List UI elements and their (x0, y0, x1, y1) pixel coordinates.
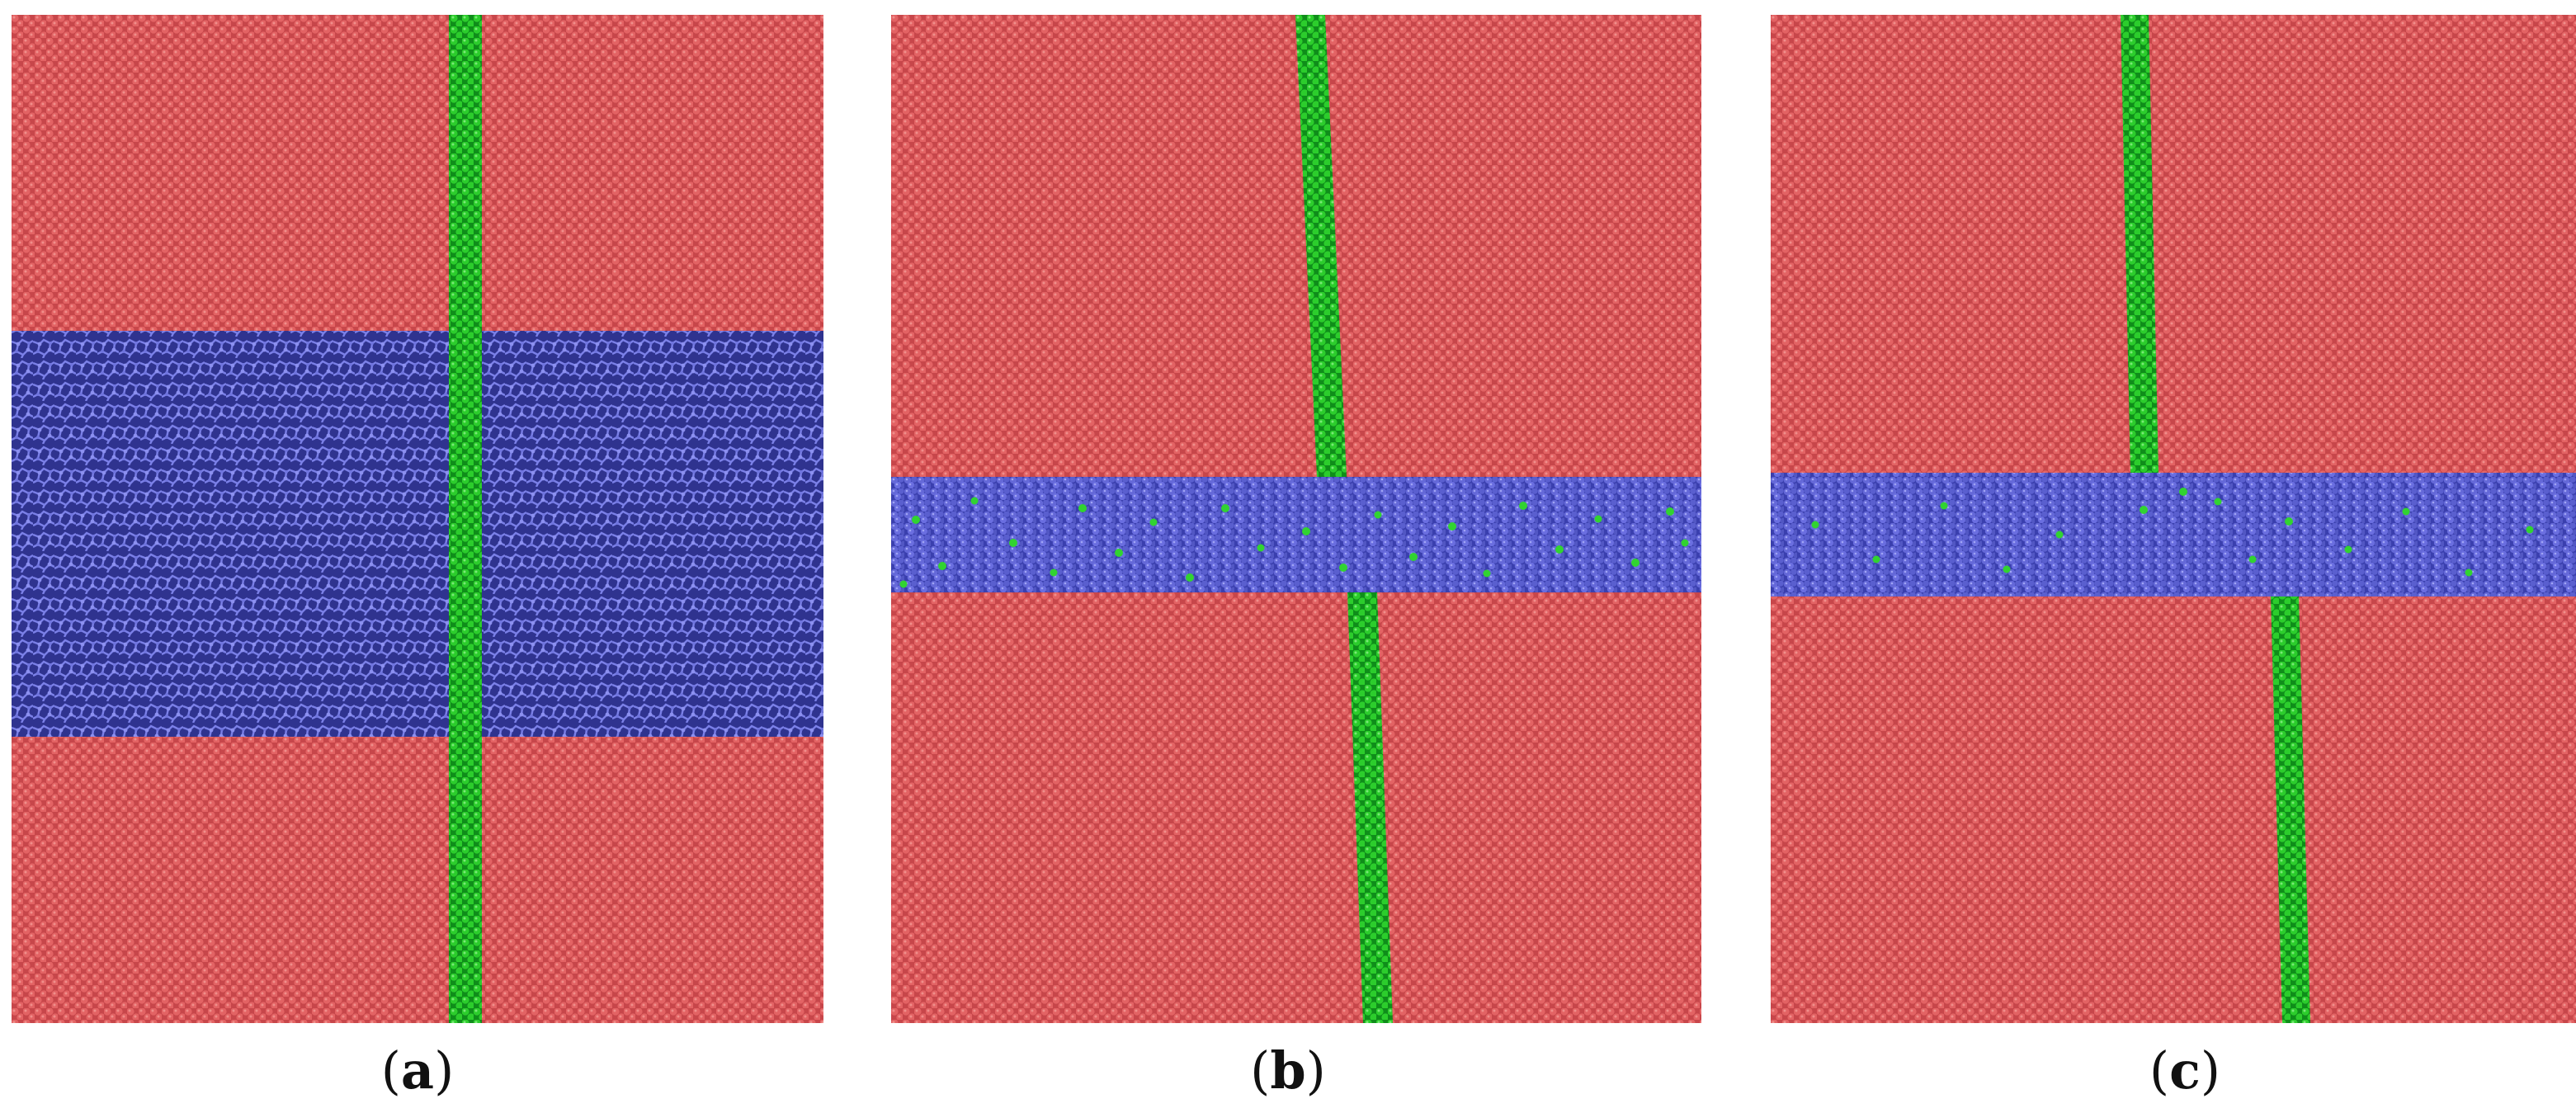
grain-boundary-upper-b (1295, 15, 1347, 477)
simulation-panel-c (1771, 15, 2576, 1023)
caption-b: (b) (1250, 1040, 1326, 1101)
amorphous-layer-a (12, 331, 823, 737)
grain-boundary-a (449, 15, 482, 1023)
segregated-atoms-c (1811, 488, 2534, 577)
simulation-panel-b (891, 15, 1701, 1023)
amorphous-layer-b (891, 477, 1701, 592)
grain-boundary-lower-c (2271, 597, 2310, 1023)
atomistic-structure-c (1771, 15, 2576, 1023)
crystal-region-bottom-a (12, 737, 823, 1023)
amorphous-layer-c (1771, 473, 2576, 597)
caption-a: (a) (380, 1040, 455, 1101)
crystal-region-bottom-b (891, 592, 1701, 1023)
crystal-region-top-c (1771, 15, 2576, 473)
crystal-region-bottom-c (1771, 597, 2576, 1023)
segregated-atoms-b (899, 497, 1689, 588)
crystal-region-top-b (891, 15, 1701, 477)
grain-boundary-upper-c (2121, 15, 2158, 473)
crystal-region-top-a (12, 15, 823, 331)
atomistic-structure-b (891, 15, 1701, 1023)
atomistic-structure-a (12, 15, 823, 1023)
grain-boundary-lower-b (1347, 592, 1393, 1023)
caption-c: (c) (2149, 1040, 2221, 1101)
simulation-panel-a (12, 15, 823, 1023)
